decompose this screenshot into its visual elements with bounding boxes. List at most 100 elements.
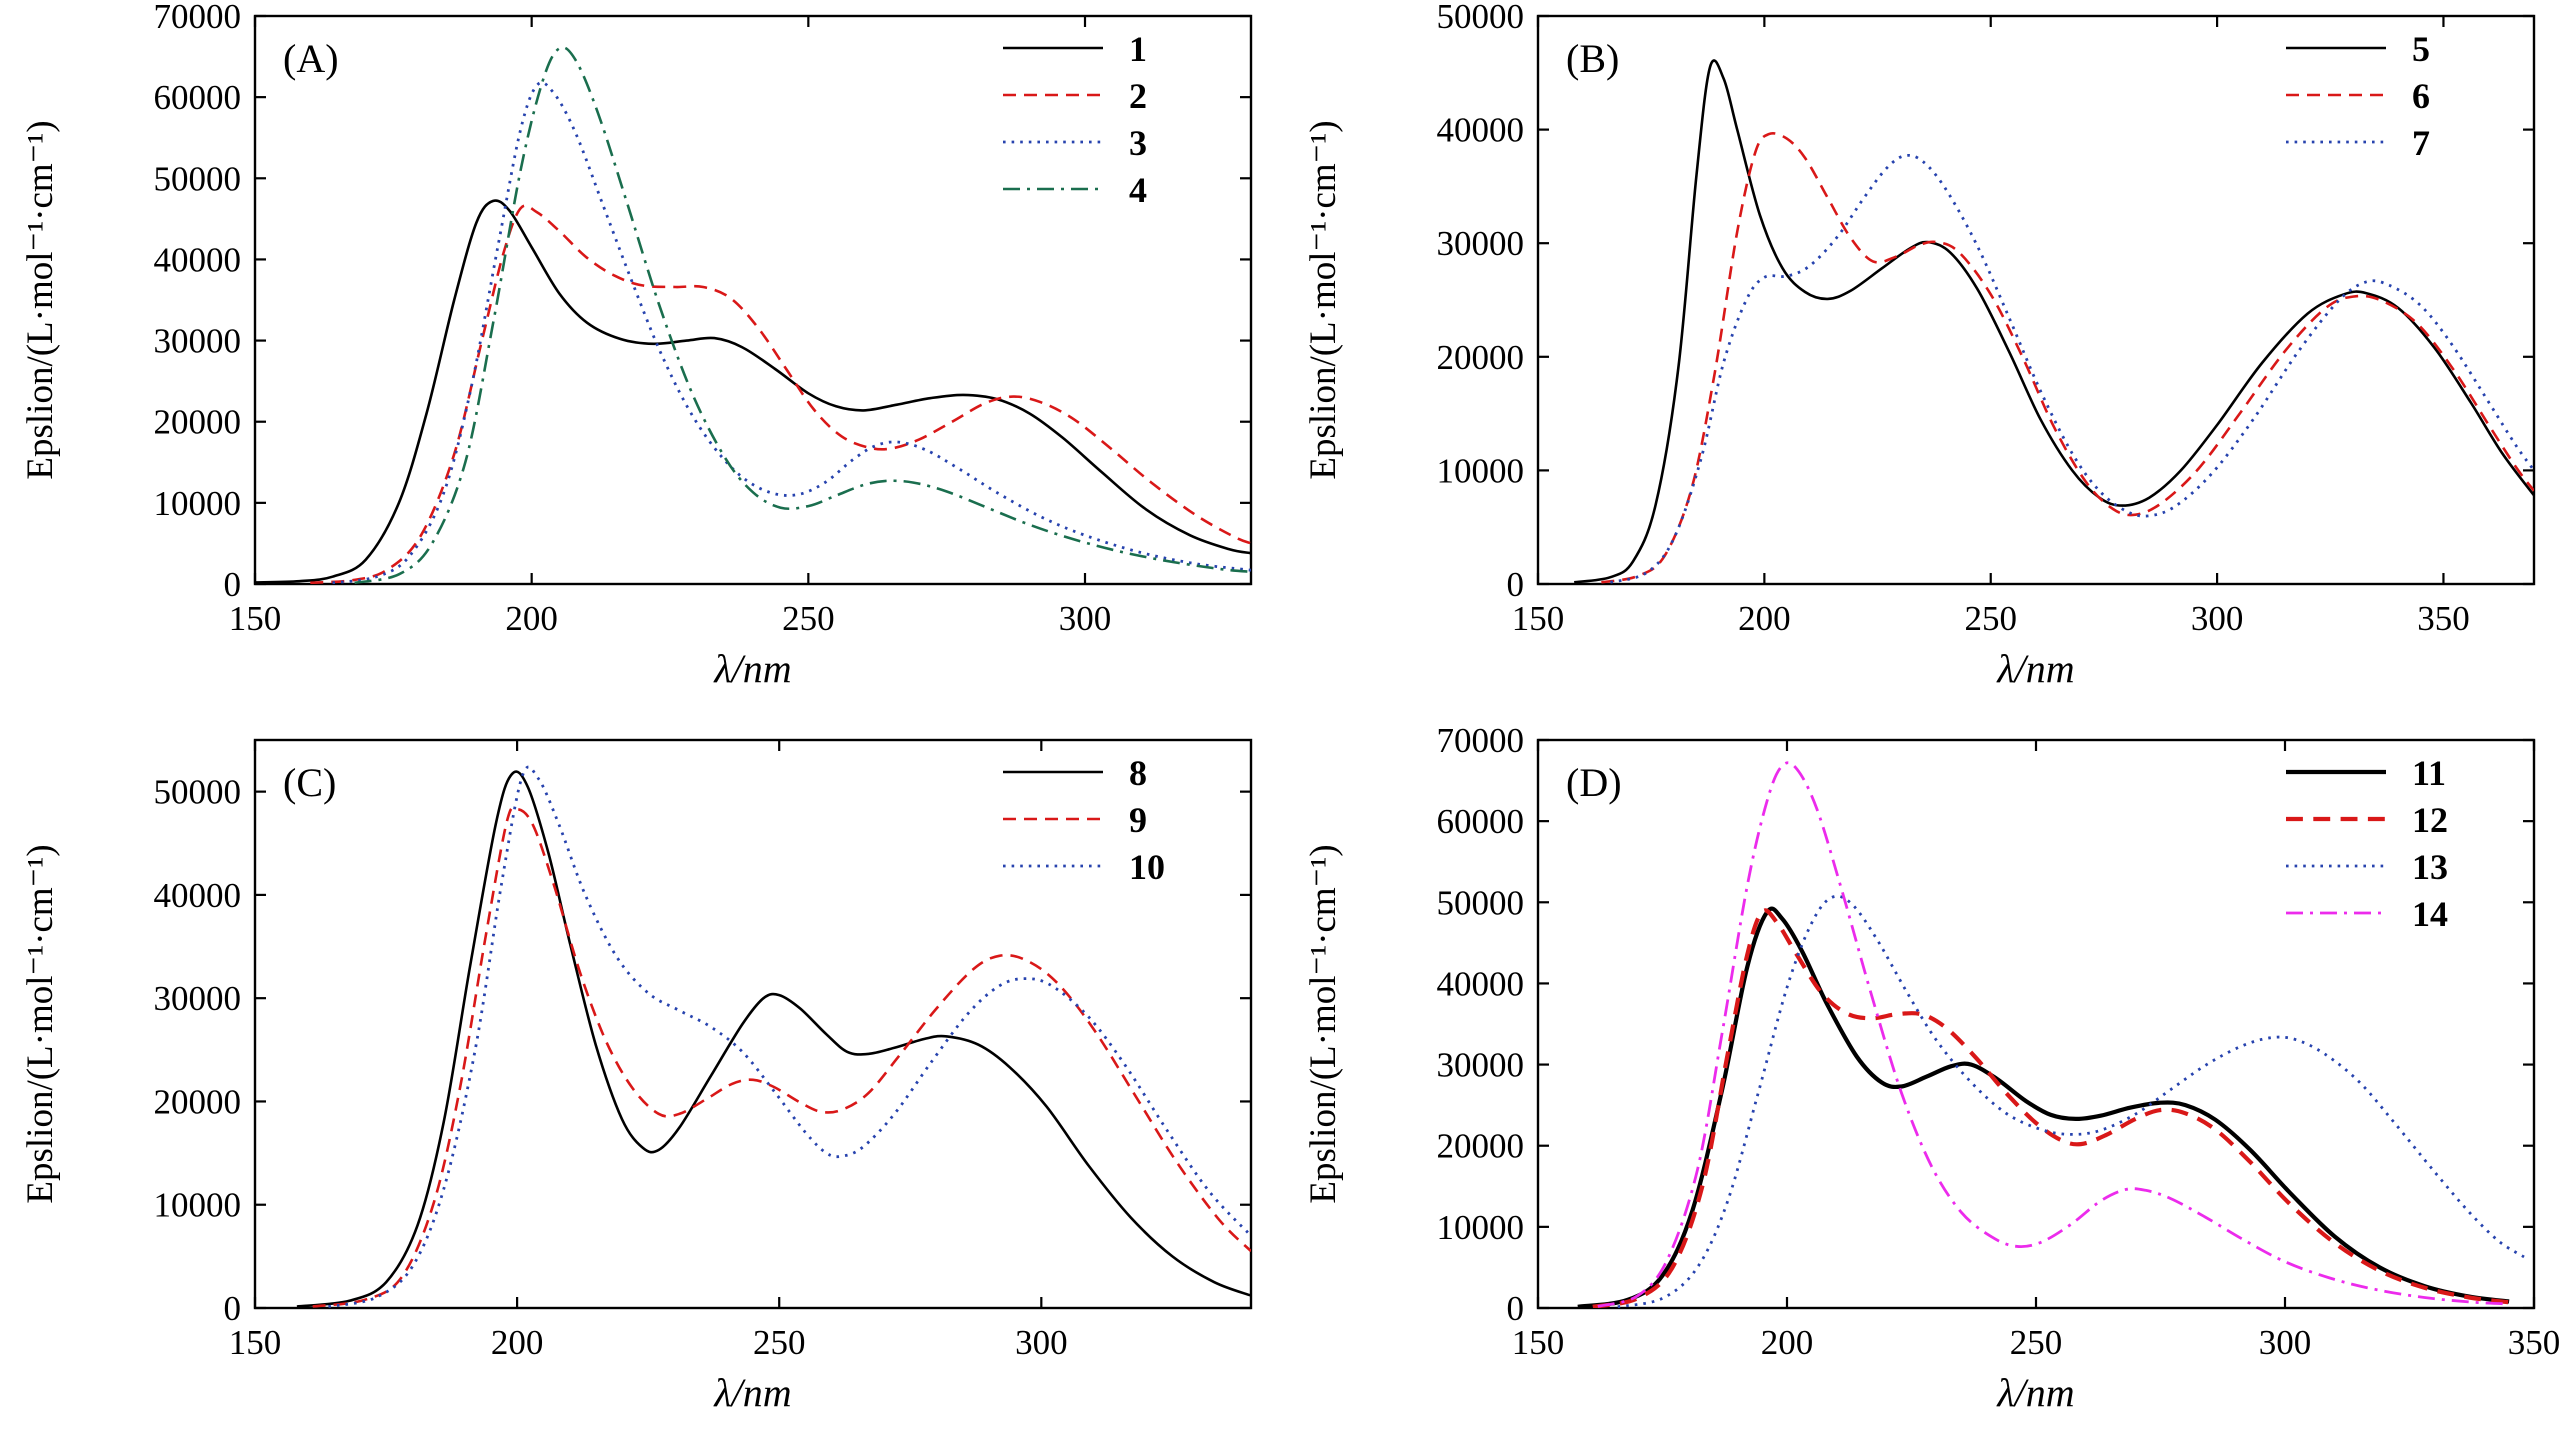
x-axis-label: λ/nm xyxy=(1996,646,2074,691)
curve-4 xyxy=(354,46,1251,584)
x-tick-label: 300 xyxy=(2259,1323,2312,1362)
panel-B: 150 200 250 300 350 0 10000 20000 30000 40000 5000… xyxy=(1283,0,2567,724)
chart-svg-(A): 150 200 250 300 0 10000 20000 30000 40000 50000 60… xyxy=(20,0,1253,691)
legend-label-9: 9 xyxy=(1129,800,1147,840)
x-tick-label: 150 xyxy=(229,599,282,638)
panel-C: 150 200 250 300 0 10000 20000 30000 40000 50000 λ/… xyxy=(0,724,1283,1449)
ticks xyxy=(1536,738,2536,1310)
x-tick-label: 150 xyxy=(1512,1323,1565,1362)
x-tick-label: 200 xyxy=(1761,1323,1814,1362)
y-tick-label: 0 xyxy=(1507,1289,1525,1328)
y-tick-labels: 0 10000 20000 30000 40000 50000 60000 70000 xyxy=(154,0,242,604)
panel-letter: (D) xyxy=(1566,760,1622,805)
plot-frame xyxy=(1536,14,2536,586)
x-tick-label: 200 xyxy=(505,599,558,638)
curve-1 xyxy=(255,199,1251,584)
y-tick-label: 20000 xyxy=(1437,338,1525,377)
ticks xyxy=(1536,14,2534,586)
curve-10 xyxy=(328,765,1251,1308)
x-tick-labels: 150 200 250 300 xyxy=(229,1323,1068,1362)
x-tick-labels: 150 200 250 300 350 xyxy=(1512,1323,2561,1362)
curve-9 xyxy=(312,806,1251,1308)
legend: 5 6 7 xyxy=(2286,29,2430,163)
y-tick-label: 40000 xyxy=(1437,111,1525,150)
x-tick-label: 350 xyxy=(2508,1323,2561,1362)
curve-7 xyxy=(1610,153,2534,584)
x-axis-label: λ/nm xyxy=(713,646,791,691)
x-axis-label: λ/nm xyxy=(1996,1370,2074,1415)
chart-svg-(D): 150 200 250 300 350 0 10000 20000 30000 40000 5000… xyxy=(1303,724,2561,1415)
y-tick-label: 10000 xyxy=(1437,451,1525,490)
ticks xyxy=(253,14,1251,586)
curve-6 xyxy=(1601,132,2534,584)
curves xyxy=(255,46,1251,584)
y-tick-label: 20000 xyxy=(154,403,242,442)
panel-D: 150 200 250 300 350 0 10000 20000 30000 40000 5000… xyxy=(1283,724,2567,1449)
y-axis-label: Epslion/(L·mol⁻¹·cm⁻¹) xyxy=(20,844,61,1203)
y-tick-label: 40000 xyxy=(154,876,242,915)
curve-14 xyxy=(1597,761,2510,1308)
y-tick-label: 0 xyxy=(1507,565,1525,604)
curves xyxy=(296,765,1251,1308)
legend-label-7: 7 xyxy=(2412,123,2430,163)
legend-label-10: 10 xyxy=(1129,847,1165,887)
y-tick-labels: 0 10000 20000 30000 40000 50000 xyxy=(1437,0,1525,604)
legend-label-1: 1 xyxy=(1129,29,1147,69)
y-tick-labels: 0 10000 20000 30000 40000 50000 60000 70000 xyxy=(1437,724,1525,1328)
y-tick-label: 70000 xyxy=(154,0,242,36)
legend-label-3: 3 xyxy=(1129,123,1147,163)
y-tick-label: 0 xyxy=(224,565,242,604)
panel-letter: (A) xyxy=(283,36,339,81)
legend-label-13: 13 xyxy=(2412,847,2448,887)
plot-frame xyxy=(253,14,1253,586)
x-tick-label: 250 xyxy=(753,1323,806,1362)
x-tick-labels: 150 200 250 300 xyxy=(229,599,1112,638)
legend-label-4: 4 xyxy=(1129,170,1147,210)
ticks xyxy=(253,740,1251,1310)
x-tick-label: 150 xyxy=(1512,599,1565,638)
y-tick-label: 30000 xyxy=(1437,224,1525,263)
x-tick-label: 300 xyxy=(1015,1323,1068,1362)
y-tick-label: 40000 xyxy=(154,240,242,279)
legend-label-12: 12 xyxy=(2412,800,2448,840)
y-axis-label: Epslion/(L·mol⁻¹·cm⁻¹) xyxy=(20,120,61,479)
y-axis-label: Epslion/(L·mol⁻¹·cm⁻¹) xyxy=(1303,844,1344,1203)
panel-letter: (C) xyxy=(283,760,336,805)
y-tick-label: 0 xyxy=(224,1289,242,1328)
curve-12 xyxy=(1592,908,2510,1308)
y-tick-label: 70000 xyxy=(1437,724,1525,760)
legend-label-8: 8 xyxy=(1129,753,1147,793)
curve-13 xyxy=(1617,894,2525,1308)
curve-2 xyxy=(310,204,1251,584)
panel-letter: (B) xyxy=(1566,36,1619,81)
x-tick-label: 150 xyxy=(229,1323,282,1362)
panel-A: 150 200 250 300 0 10000 20000 30000 40000 50000 60… xyxy=(0,0,1283,724)
legend: 1 2 3 4 xyxy=(1003,29,1147,210)
y-tick-label: 50000 xyxy=(1437,883,1525,922)
y-tick-labels: 0 10000 20000 30000 40000 50000 xyxy=(154,773,242,1328)
y-tick-label: 20000 xyxy=(154,1082,242,1121)
y-tick-label: 30000 xyxy=(1437,1046,1525,1085)
legend: 11 12 13 14 xyxy=(2286,753,2448,934)
x-tick-label: 250 xyxy=(1964,599,2017,638)
x-tick-label: 300 xyxy=(2191,599,2244,638)
curves xyxy=(1577,761,2525,1308)
x-tick-label: 300 xyxy=(1059,599,1112,638)
x-tick-label: 200 xyxy=(1738,599,1791,638)
legend: 8 9 10 xyxy=(1003,753,1165,887)
legend-label-11: 11 xyxy=(2412,753,2446,793)
curve-5 xyxy=(1574,59,2534,584)
y-axis-label: Epslion/(L·mol⁻¹·cm⁻¹) xyxy=(1303,120,1344,479)
x-tick-label: 350 xyxy=(2417,599,2470,638)
curve-3 xyxy=(332,81,1251,584)
y-tick-label: 60000 xyxy=(1437,802,1525,841)
y-tick-label: 10000 xyxy=(154,1186,242,1225)
y-tick-label: 20000 xyxy=(1437,1127,1525,1166)
y-tick-label: 50000 xyxy=(154,159,242,198)
chart-svg-(C): 150 200 250 300 0 10000 20000 30000 40000 50000 λ/… xyxy=(20,738,1253,1415)
x-tick-label: 250 xyxy=(2010,1323,2063,1362)
y-tick-label: 60000 xyxy=(154,78,242,117)
legend-label-6: 6 xyxy=(2412,76,2430,116)
y-tick-label: 10000 xyxy=(1437,1208,1525,1247)
